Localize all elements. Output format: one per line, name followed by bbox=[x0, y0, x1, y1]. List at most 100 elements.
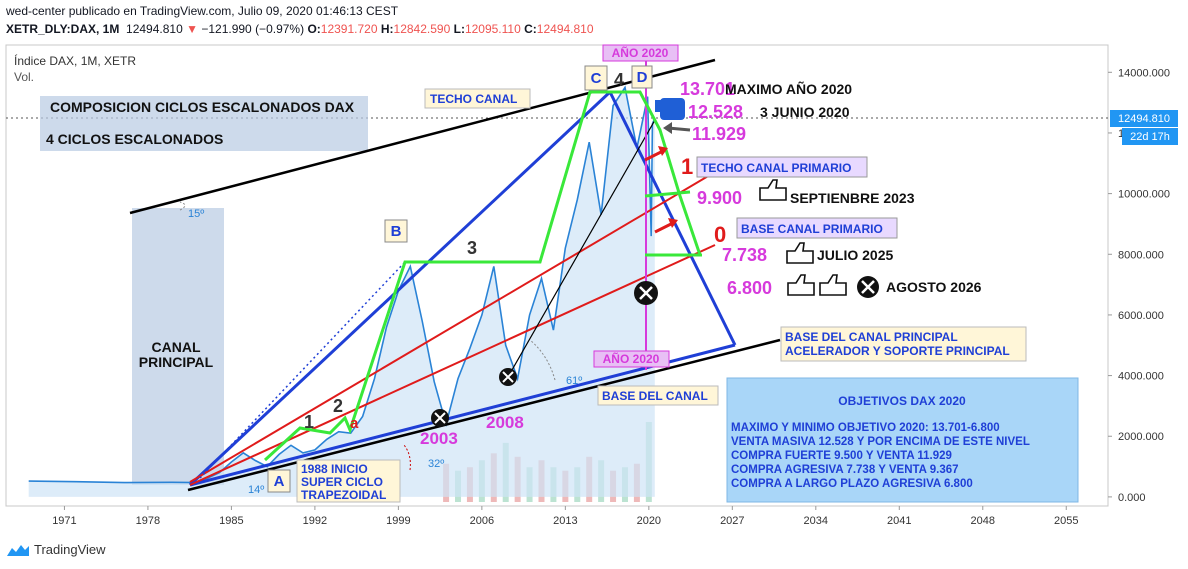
high-value: 12842.590 bbox=[393, 22, 451, 36]
year-2008: 2008 bbox=[486, 413, 524, 432]
techo-canal-box bbox=[424, 88, 531, 109]
series-name: Índice DAX, 1M, XETR bbox=[14, 54, 137, 68]
x-tick-label: 2041 bbox=[887, 515, 911, 527]
objetivos-title: OBJETIVOS DAX 2020 bbox=[838, 394, 966, 408]
point-c-box bbox=[584, 65, 608, 91]
countdown-badge bbox=[1122, 128, 1178, 145]
base-canal-principal-box bbox=[780, 326, 1027, 362]
level-9900: 9.900 bbox=[697, 188, 742, 208]
low-value: 12095.110 bbox=[464, 22, 521, 36]
objetivos-line: COMPRA FUERTE 9.500 Y VENTA 11.929 bbox=[731, 450, 952, 462]
point-b-box bbox=[384, 219, 408, 243]
cross-marker-2008 bbox=[499, 368, 517, 386]
arrow-left-icon-head bbox=[663, 122, 672, 134]
base-canal-primario-line bbox=[189, 244, 716, 486]
y-tick-label: 8000.000 bbox=[1118, 249, 1164, 261]
symbol: XETR_DLY:DAX, 1M bbox=[6, 22, 120, 36]
composition-box bbox=[40, 96, 368, 151]
x-tick-label: 2048 bbox=[971, 515, 995, 527]
cross-marker-2020 bbox=[634, 281, 658, 305]
canal-label-1: CANAL bbox=[152, 339, 201, 355]
techo-canal-label: TECHO CANAL bbox=[430, 92, 517, 106]
y-tick-label: 10000.000 bbox=[1118, 189, 1170, 201]
agosto-2026-label: AGOSTO 2026 bbox=[886, 279, 982, 295]
point-a-box bbox=[267, 469, 291, 493]
angle-14: 14º bbox=[248, 484, 264, 496]
maximo-2020-label: MAXIMO AÑO 2020 bbox=[725, 80, 852, 97]
triangle-right-side bbox=[608, 91, 737, 346]
angle-61: 61º bbox=[566, 375, 582, 387]
techo-canal-primario-line bbox=[189, 171, 716, 483]
thumbs-up-icon bbox=[787, 274, 815, 296]
last-price-badge bbox=[1110, 110, 1178, 127]
channel-1: 1 bbox=[681, 154, 693, 179]
x-tick-label: 2055 bbox=[1054, 515, 1078, 527]
thumbs-up-icon bbox=[819, 274, 847, 296]
objetivos-line: VENTA MASIVA 12.528 Y POR ENCIMA DE ESTE… bbox=[731, 436, 1030, 448]
level-6800: 6.800 bbox=[727, 278, 772, 298]
target-line-9900 bbox=[644, 190, 691, 198]
base-canal-blue bbox=[189, 343, 736, 487]
tres-junio-label: 3 JUNIO 2020 bbox=[760, 104, 850, 120]
ano-2020-bottom-box bbox=[593, 350, 670, 368]
level-11929: 11.929 bbox=[692, 124, 746, 144]
y-tick-label: 0.000 bbox=[1118, 492, 1146, 504]
point-c: C bbox=[591, 70, 602, 87]
y-tick-label: 14000.000 bbox=[1118, 67, 1170, 79]
objetivos-lines: MAXIMO Y MINIMO OBJETIVO 2020: 13.701-6.… bbox=[731, 422, 1030, 490]
point-d-box bbox=[631, 65, 653, 89]
y-tick-label: 6000.000 bbox=[1118, 310, 1164, 322]
level-13701: 13.701 bbox=[680, 79, 735, 99]
x-axis: 1971 1978 1985 1992 1999 2006 2013 2020 2027 2034… bbox=[52, 506, 1078, 527]
y-tick-label: 2000.000 bbox=[1118, 431, 1164, 443]
base-del-canal-label: BASE DEL CANAL bbox=[602, 389, 708, 403]
tradingview-logo-icon bbox=[7, 544, 29, 556]
x-tick-label: 1985 bbox=[219, 515, 243, 527]
angle-15: 15º bbox=[188, 208, 204, 220]
techo-canal-primario-box bbox=[696, 156, 868, 178]
ano-2020-top-label: AÑO 2020 bbox=[612, 45, 669, 60]
publisher-line: wed-center publicado en TradingView.com,… bbox=[6, 4, 399, 18]
base-canal-principal-line bbox=[187, 338, 781, 492]
tradingview-logo[interactable]: TradingView bbox=[6, 542, 106, 557]
ohlc-line: XETR_DLY:DAX, 1M 12494.810 ▼ −121.990 (−… bbox=[6, 22, 594, 36]
objetivos-box bbox=[726, 377, 1079, 503]
level-12528: 12.528 bbox=[688, 102, 743, 122]
thumbs-up-icon bbox=[759, 179, 787, 201]
price-area bbox=[28, 87, 655, 497]
cross-marker-2003 bbox=[431, 409, 449, 427]
price-change: −121.990 (−0.97%) bbox=[201, 22, 305, 36]
cross-icon-agosto bbox=[857, 276, 879, 298]
canal-principal-box bbox=[132, 208, 224, 485]
angle-arc-32 bbox=[403, 444, 411, 471]
x-tick-label: 1971 bbox=[52, 515, 76, 527]
objetivos-line: MAXIMO Y MINIMO OBJETIVO 2020: 13.701-6.… bbox=[731, 422, 1000, 434]
point-b: B bbox=[391, 223, 402, 240]
wave-a: a bbox=[350, 415, 359, 432]
super-ciclo-label-3: TRAPEZOIDAL bbox=[301, 488, 386, 502]
point-d: D bbox=[637, 69, 648, 86]
x-tick-label: 2020 bbox=[637, 515, 661, 527]
wave-2: 2 bbox=[333, 396, 343, 416]
y-tick-label: 4000.000 bbox=[1118, 371, 1164, 383]
ano-2020-top-box bbox=[602, 44, 679, 62]
ano-2020-bottom-label: AÑO 2020 bbox=[603, 351, 660, 366]
price-line bbox=[28, 85, 656, 484]
composicion-label: COMPOSICION CICLOS ESCALONADOS DAX bbox=[50, 99, 355, 115]
x-tick-label: 2034 bbox=[804, 515, 828, 527]
channel-0: 0 bbox=[714, 222, 726, 247]
countdown-value: 22d 17h bbox=[1130, 131, 1170, 143]
last-price-badge-value: 12494.810 bbox=[1118, 113, 1170, 125]
open-value: 12391.720 bbox=[320, 22, 378, 36]
techo-canal-line bbox=[129, 58, 716, 215]
wave-4: 4 bbox=[614, 70, 624, 90]
base-del-canal-box bbox=[597, 385, 719, 406]
level-7738: 7.738 bbox=[722, 245, 767, 265]
thumbs-up-icon bbox=[786, 242, 814, 264]
volume-label: Vol. bbox=[14, 70, 35, 84]
angle-arc-61 bbox=[529, 339, 556, 381]
wave-3: 3 bbox=[467, 238, 477, 258]
angle-arc-15 bbox=[179, 201, 186, 211]
super-ciclo-box bbox=[296, 459, 401, 503]
